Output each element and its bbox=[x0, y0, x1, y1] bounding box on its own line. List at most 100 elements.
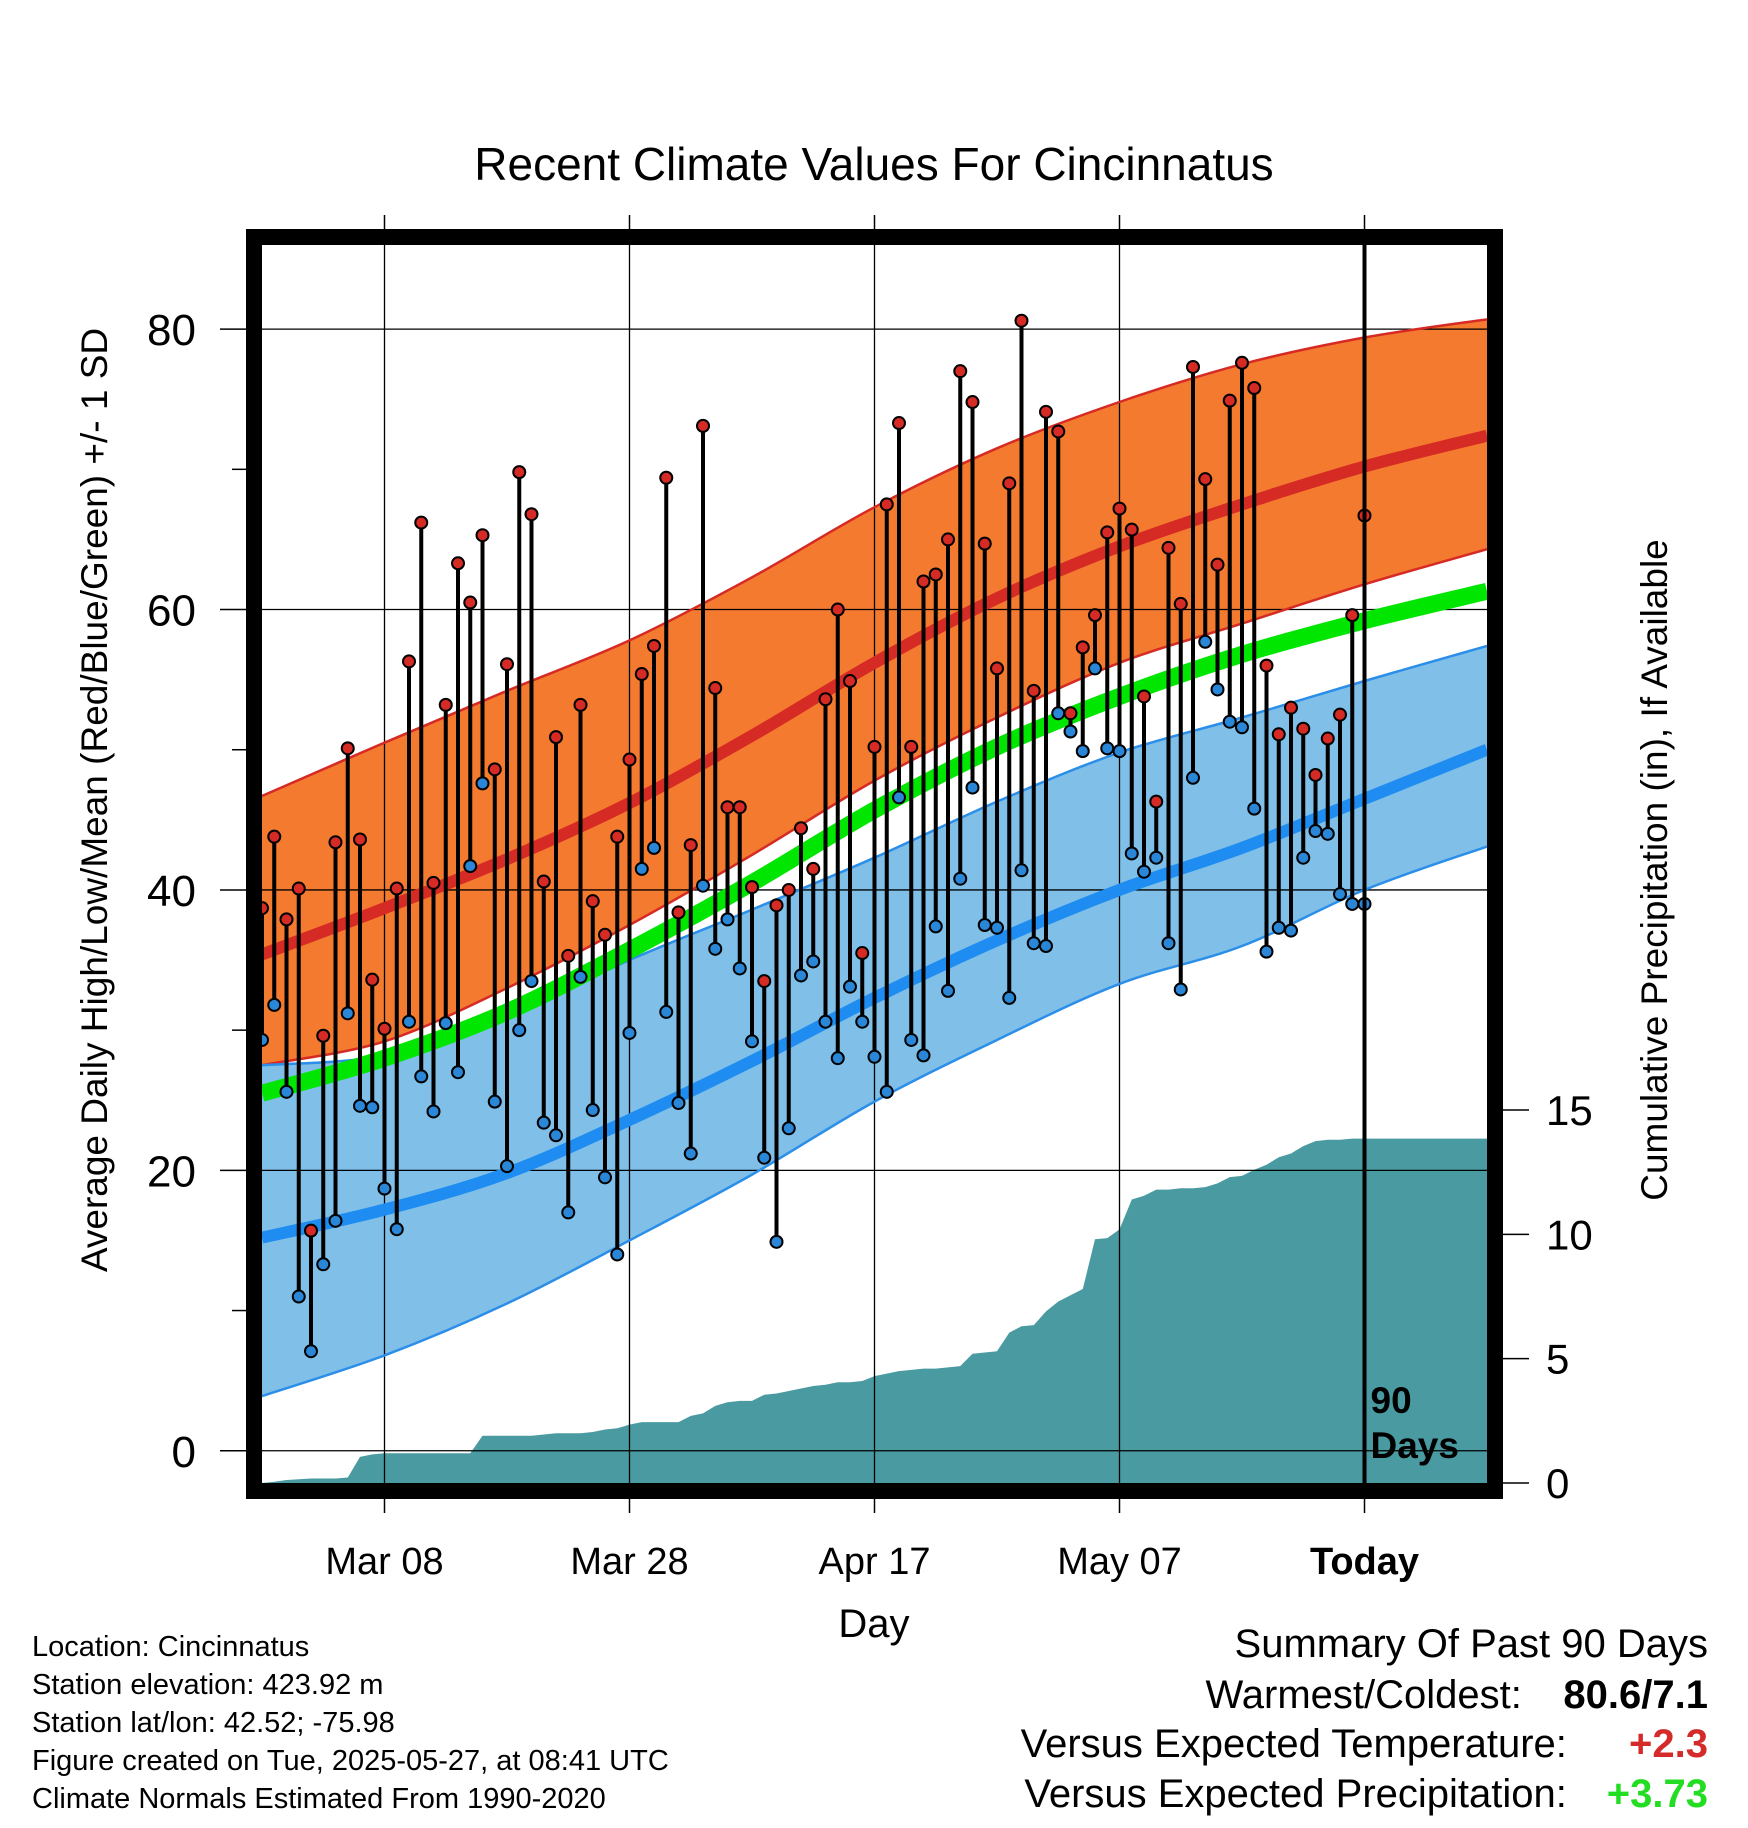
temp-label: Versus Expected Temperature: bbox=[1020, 1722, 1567, 1766]
high-point bbox=[463, 595, 478, 610]
today-label-days-word: Days bbox=[1371, 1425, 1459, 1466]
high-point bbox=[438, 697, 453, 712]
low-point bbox=[696, 878, 710, 893]
high-point bbox=[487, 762, 502, 777]
low-point bbox=[524, 974, 539, 989]
low-point bbox=[1112, 744, 1127, 759]
x-tick-label: Mar 28 bbox=[570, 1541, 688, 1583]
low-point bbox=[1259, 944, 1274, 959]
low-point bbox=[745, 1034, 759, 1049]
low-point bbox=[1173, 982, 1188, 997]
high-point bbox=[561, 948, 576, 963]
high-point bbox=[818, 692, 833, 707]
low-point bbox=[1014, 863, 1029, 878]
high-point bbox=[720, 800, 735, 815]
high-point bbox=[965, 395, 980, 410]
plot-frame bbox=[246, 229, 1503, 1499]
high-point bbox=[1051, 424, 1066, 439]
temp-value: +2.3 bbox=[1629, 1722, 1708, 1766]
high-point bbox=[402, 654, 416, 669]
high-point bbox=[279, 912, 294, 927]
high-point bbox=[1014, 313, 1029, 328]
high-point bbox=[683, 838, 698, 853]
chart-title: Recent Climate Values For Cincinnatus bbox=[474, 138, 1273, 190]
low-point bbox=[340, 1006, 355, 1021]
precip-label: Versus Expected Precipitation: bbox=[1024, 1772, 1567, 1816]
low-point bbox=[451, 1065, 465, 1080]
high-point bbox=[757, 974, 772, 989]
high-point bbox=[1198, 472, 1213, 487]
low-point bbox=[304, 1344, 318, 1359]
high-point bbox=[536, 874, 551, 889]
high-point bbox=[389, 881, 404, 896]
high-point bbox=[1112, 501, 1127, 516]
low-point bbox=[647, 840, 661, 855]
high-point bbox=[1345, 608, 1360, 623]
high-point bbox=[1247, 381, 1262, 396]
low-point bbox=[262, 1032, 269, 1047]
high-point bbox=[732, 800, 747, 815]
low-point bbox=[573, 969, 588, 984]
low-point bbox=[757, 1150, 772, 1165]
y-tick-label: 0 bbox=[172, 1428, 196, 1477]
high-point bbox=[843, 674, 857, 689]
low-point bbox=[1198, 634, 1213, 649]
high-point bbox=[990, 661, 1004, 676]
high-point bbox=[1063, 706, 1078, 721]
low-point bbox=[1063, 724, 1078, 739]
high-point bbox=[1124, 522, 1139, 537]
low-point bbox=[830, 1051, 845, 1066]
low-point bbox=[585, 1103, 600, 1118]
low-point bbox=[708, 941, 723, 956]
high-point bbox=[1259, 658, 1274, 673]
high-point bbox=[928, 567, 943, 582]
low-point bbox=[622, 1025, 637, 1040]
normals-text: Climate Normals Estimated From 1990-2020 bbox=[32, 1783, 606, 1815]
today-label-days-count: 90 bbox=[1371, 1380, 1412, 1421]
high-point bbox=[340, 741, 355, 756]
low-point bbox=[402, 1014, 416, 1029]
high-point bbox=[806, 861, 821, 876]
low-point bbox=[512, 1023, 527, 1038]
low-point bbox=[634, 861, 649, 876]
high-point bbox=[1333, 707, 1347, 722]
low-point bbox=[1284, 923, 1298, 938]
high-point bbox=[879, 497, 894, 512]
high-point bbox=[475, 528, 490, 543]
low-point bbox=[781, 1121, 796, 1136]
low-point bbox=[769, 1234, 784, 1249]
high-mean-line bbox=[262, 429, 1487, 961]
low-point bbox=[1320, 826, 1335, 841]
low-point bbox=[1039, 939, 1053, 954]
low-point bbox=[1222, 714, 1237, 729]
low-point bbox=[353, 1098, 367, 1113]
low-point bbox=[1149, 850, 1164, 865]
low-point bbox=[1296, 850, 1311, 865]
low-point bbox=[279, 1084, 294, 1099]
low-point bbox=[1271, 920, 1286, 935]
high-point bbox=[1137, 689, 1151, 704]
low-point bbox=[1210, 682, 1225, 697]
low-point bbox=[549, 1128, 563, 1143]
station-metadata: Location: Cincinnatus Station elevation:… bbox=[32, 1628, 669, 1818]
y-tick-label: 60 bbox=[147, 587, 196, 636]
precip-row: Versus Expected Precipitation: +3.73 bbox=[1024, 1772, 1708, 1817]
warmest-value: 80.6/7.1 bbox=[1563, 1673, 1708, 1717]
high-point bbox=[365, 972, 380, 987]
high-point bbox=[977, 536, 992, 551]
x-tick-label: Mar 08 bbox=[325, 1541, 443, 1583]
low-point bbox=[953, 871, 968, 886]
high-point bbox=[659, 470, 674, 485]
y2-tick-label: 5 bbox=[1546, 1336, 1569, 1383]
summary-title: Summary Of Past 90 Days bbox=[1234, 1622, 1708, 1666]
low-point bbox=[328, 1213, 343, 1228]
high-point bbox=[377, 1021, 392, 1036]
high-point bbox=[1284, 700, 1298, 715]
high-point bbox=[524, 507, 539, 522]
high-point bbox=[794, 821, 808, 836]
y2-axis-label: Cumulative Precipitation (in), If Availa… bbox=[1634, 539, 1675, 1201]
high-point bbox=[1088, 608, 1102, 623]
high-point bbox=[1026, 683, 1041, 698]
low-point bbox=[855, 1014, 870, 1029]
